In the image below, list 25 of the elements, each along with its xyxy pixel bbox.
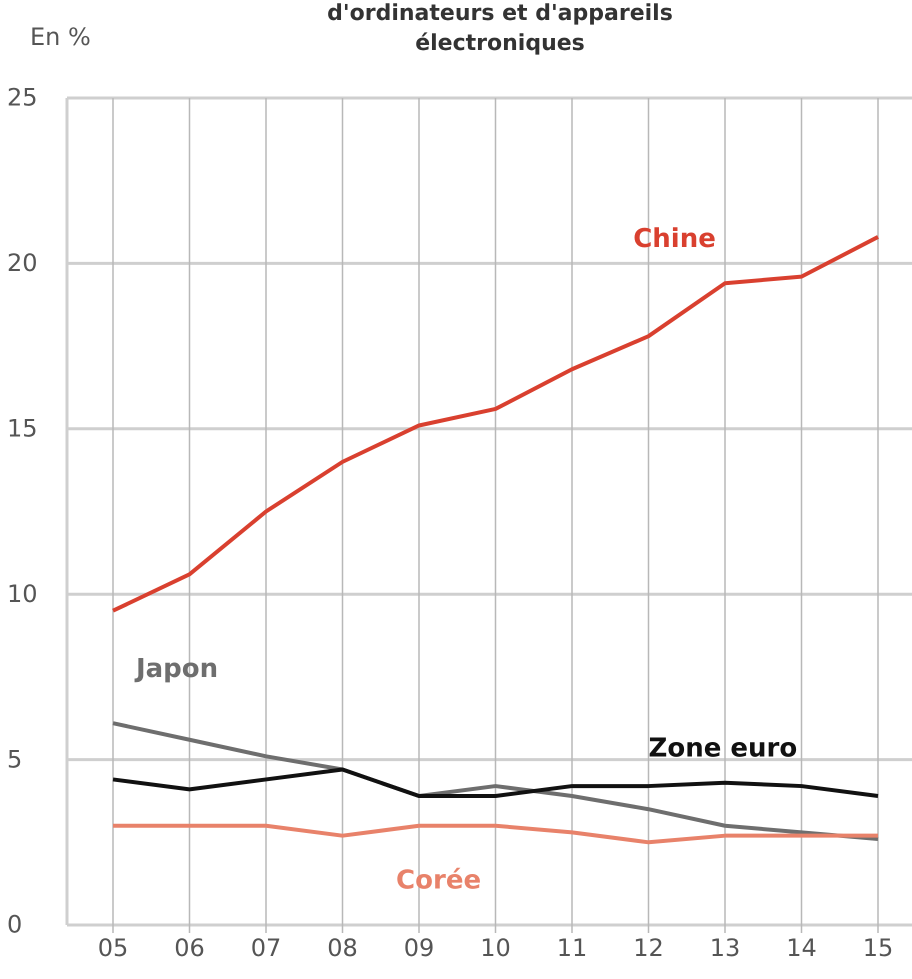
series-label: Chine bbox=[633, 224, 716, 254]
x-tick-label: 10 bbox=[480, 934, 511, 962]
y-tick-label: 15 bbox=[7, 414, 38, 442]
x-tick-label: 13 bbox=[710, 934, 740, 962]
x-tick-label: 11 bbox=[556, 934, 588, 962]
x-tick-label: 05 bbox=[98, 934, 128, 962]
x-tick-label: 09 bbox=[404, 934, 434, 962]
x-tick-label: 15 bbox=[862, 934, 894, 962]
y-axis-title: En % bbox=[30, 23, 91, 51]
x-tick-label: 07 bbox=[250, 934, 282, 962]
x-tick-label: 12 bbox=[633, 934, 664, 962]
chart-title: d'ordinateurs et d'appareils électroniques bbox=[327, 1, 673, 56]
y-tick-label: 0 bbox=[7, 910, 22, 939]
series-label: Corée bbox=[396, 866, 482, 896]
line-series bbox=[111, 768, 880, 798]
series-label: Zone euro bbox=[648, 733, 798, 764]
y-tick-label: 20 bbox=[7, 249, 38, 278]
series-label: Japon bbox=[134, 654, 218, 684]
line-series bbox=[111, 824, 880, 844]
x-tick-label: 08 bbox=[327, 934, 358, 962]
y-tick-label: 25 bbox=[7, 84, 38, 112]
x-tick-label: 14 bbox=[786, 934, 817, 962]
y-tick-label: 5 bbox=[7, 745, 22, 774]
x-tick-label: 06 bbox=[174, 934, 205, 962]
y-tick-label: 10 bbox=[7, 580, 38, 608]
